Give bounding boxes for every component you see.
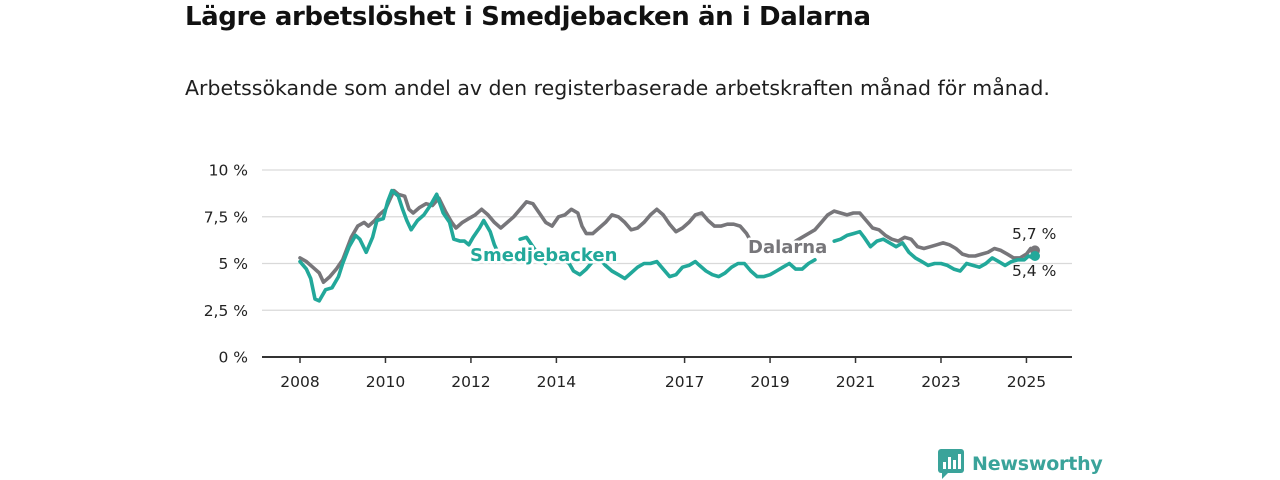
y-tick-label: 2,5 %: [204, 302, 248, 320]
x-axis-ticks: 2008 2010 2012 2014 2017 2019 2021 2023 2025: [262, 356, 1072, 391]
series-label-dalarna: Dalarna: [748, 237, 827, 258]
newsworthy-logo-icon: [938, 449, 964, 479]
x-tick-label: 2021: [836, 373, 875, 391]
x-tick-label: 2008: [280, 373, 319, 391]
newsworthy-brand: Newsworthy: [938, 449, 1103, 479]
x-tick-label: 2010: [366, 373, 405, 391]
chart-subtitle: Arbetssökande som andel av den registerb…: [185, 76, 1050, 100]
end-value-dalarna: 5,7 %: [1012, 225, 1056, 243]
series-line-dalarna: [298, 188, 1037, 284]
end-point-smedjebacken: [1030, 251, 1040, 262]
x-tick-label: 2012: [451, 373, 490, 391]
grid-lines: [262, 169, 1072, 311]
x-tick-label: 2017: [665, 373, 704, 391]
x-tick-label: 2014: [537, 373, 576, 391]
x-tick-label: 2019: [750, 373, 789, 391]
y-tick-label: 5 %: [218, 255, 248, 273]
x-tick-label: 2023: [921, 373, 960, 391]
y-tick-label: 0 %: [218, 349, 248, 367]
y-tick-label: 10 %: [209, 162, 248, 180]
brand-name: Newsworthy: [972, 453, 1103, 475]
series-label-smedjebacken: Smedjebacken: [470, 245, 617, 266]
series-lines: [298, 188, 1040, 303]
series-line-smedjebacken: [298, 188, 1037, 303]
series-labels: Dalarna Smedjebacken 5,7 % 5,4 %: [468, 225, 1057, 280]
y-axis-ticks: 0 % 2,5 % 5 % 7,5 % 10 %: [204, 162, 248, 367]
end-value-smedjebacken: 5,4 %: [1012, 262, 1056, 280]
y-tick-label: 7,5 %: [204, 208, 248, 226]
chart-title: Lägre arbetslöshet i Smedjebacken än i D…: [185, 2, 871, 32]
x-tick-label: 2025: [1007, 373, 1046, 391]
